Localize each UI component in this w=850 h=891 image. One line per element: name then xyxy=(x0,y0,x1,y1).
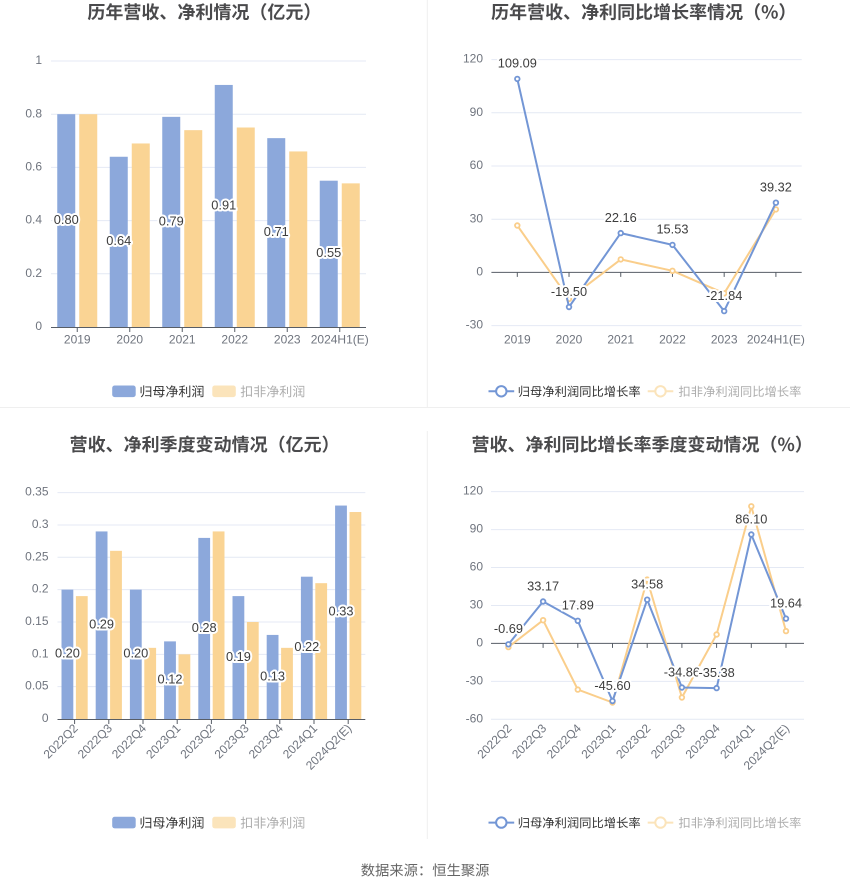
svg-text:0.2: 0.2 xyxy=(32,582,49,596)
svg-text:0.20: 0.20 xyxy=(55,646,80,661)
svg-text:90: 90 xyxy=(470,105,484,119)
svg-text:33.17: 33.17 xyxy=(527,578,559,593)
svg-text:0.12: 0.12 xyxy=(158,672,183,687)
svg-text:2020: 2020 xyxy=(556,332,583,346)
svg-text:30: 30 xyxy=(470,598,484,612)
svg-text:-0.69: -0.69 xyxy=(494,621,523,636)
svg-text:0.55: 0.55 xyxy=(316,245,341,260)
svg-text:2024H1(E): 2024H1(E) xyxy=(747,332,805,346)
svg-text:0.80: 0.80 xyxy=(54,212,79,227)
svg-text:0.91: 0.91 xyxy=(211,197,236,212)
svg-text:17.89: 17.89 xyxy=(562,598,594,613)
svg-text:0: 0 xyxy=(42,711,49,725)
svg-text:0.2: 0.2 xyxy=(25,266,42,280)
svg-text:2019: 2019 xyxy=(64,332,91,346)
svg-text:34.58: 34.58 xyxy=(631,577,663,592)
svg-text:109.09: 109.09 xyxy=(498,56,537,71)
svg-text:0.33: 0.33 xyxy=(329,604,354,619)
svg-text:2021: 2021 xyxy=(169,332,196,346)
svg-text:0.4: 0.4 xyxy=(25,213,42,227)
svg-text:15.53: 15.53 xyxy=(656,222,688,237)
svg-text:0.15: 0.15 xyxy=(25,614,49,628)
svg-text:60: 60 xyxy=(470,158,484,172)
svg-text:2024H1(E): 2024H1(E) xyxy=(311,332,369,346)
svg-text:0.05: 0.05 xyxy=(25,679,49,693)
svg-text:-34.86: -34.86 xyxy=(664,664,700,679)
svg-text:22.16: 22.16 xyxy=(605,210,637,225)
svg-text:0.29: 0.29 xyxy=(89,617,114,632)
svg-text:2021: 2021 xyxy=(607,332,634,346)
svg-text:-19.50: -19.50 xyxy=(551,284,587,299)
svg-text:2023: 2023 xyxy=(711,332,738,346)
svg-text:1: 1 xyxy=(35,53,42,67)
svg-text:2023: 2023 xyxy=(274,332,301,346)
svg-text:2022: 2022 xyxy=(659,332,686,346)
svg-text:19.64: 19.64 xyxy=(770,595,802,610)
svg-text:60: 60 xyxy=(470,560,484,574)
svg-text:30: 30 xyxy=(470,211,484,225)
svg-text:120: 120 xyxy=(463,52,483,66)
svg-text:-21.84: -21.84 xyxy=(706,288,742,303)
svg-text:0.1: 0.1 xyxy=(32,646,49,660)
svg-text:0: 0 xyxy=(35,319,42,333)
svg-text:0.8: 0.8 xyxy=(25,106,42,120)
svg-text:-60: -60 xyxy=(466,711,484,725)
svg-text:0.22: 0.22 xyxy=(294,639,319,654)
svg-text:2019: 2019 xyxy=(504,332,531,346)
svg-text:0.19: 0.19 xyxy=(226,649,251,664)
svg-text:0.6: 0.6 xyxy=(25,159,42,173)
svg-text:0.35: 0.35 xyxy=(25,485,49,499)
svg-text:0.28: 0.28 xyxy=(192,620,217,635)
svg-text:0.13: 0.13 xyxy=(260,668,285,683)
svg-text:120: 120 xyxy=(463,484,483,498)
svg-text:0.64: 0.64 xyxy=(106,233,131,248)
svg-text:0.20: 0.20 xyxy=(123,646,148,661)
svg-text:0.79: 0.79 xyxy=(159,213,184,228)
svg-text:90: 90 xyxy=(470,522,484,536)
svg-text:39.32: 39.32 xyxy=(760,180,792,195)
svg-text:0: 0 xyxy=(476,264,483,278)
svg-text:2022: 2022 xyxy=(221,332,248,346)
svg-text:0.25: 0.25 xyxy=(25,549,49,563)
svg-text:-30: -30 xyxy=(466,673,484,687)
svg-text:0.71: 0.71 xyxy=(264,224,289,239)
svg-text:2020: 2020 xyxy=(116,332,143,346)
svg-text:-45.60: -45.60 xyxy=(594,678,630,693)
svg-text:86.10: 86.10 xyxy=(735,511,767,526)
svg-text:-35.38: -35.38 xyxy=(698,665,734,680)
svg-text:0: 0 xyxy=(476,635,483,649)
svg-text:-30: -30 xyxy=(466,318,484,332)
svg-text:0.3: 0.3 xyxy=(32,517,49,531)
